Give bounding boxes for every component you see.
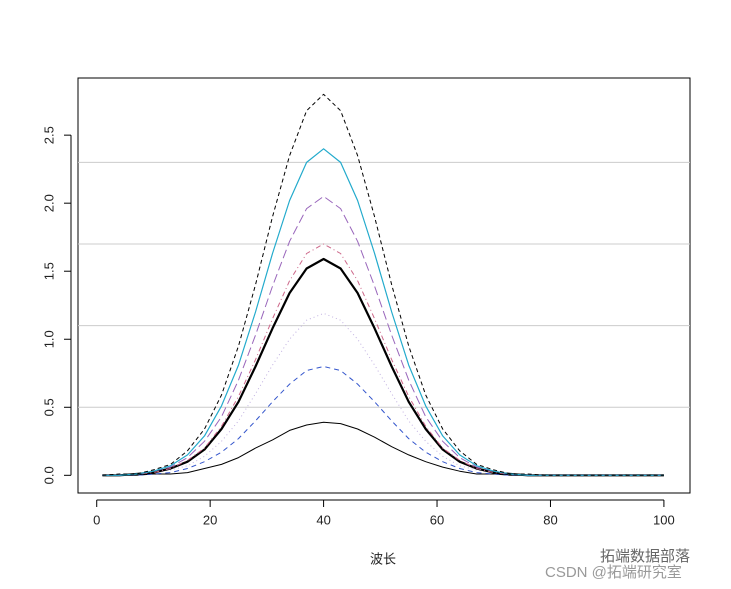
x-tick-label: 80 [543, 512, 557, 527]
x-tick-label: 20 [203, 512, 217, 527]
series-line [102, 243, 664, 476]
series-line [102, 257, 664, 477]
series-line [102, 195, 664, 476]
x-tick-label: 0 [93, 512, 100, 527]
series-line [102, 421, 664, 476]
watermark: CSDN @拓端研究室 [545, 564, 682, 581]
series-line [102, 93, 664, 476]
y-tick-label: 1.0 [41, 330, 56, 348]
series-line [102, 366, 664, 476]
y-tick-label: 0.5 [41, 398, 56, 416]
x-axis-label: 波长 [370, 551, 396, 566]
y-tick-label: 2.0 [41, 194, 56, 212]
x-tick-label: 60 [430, 512, 444, 527]
y-tick-label: 1.5 [41, 262, 56, 280]
y-tick-label: 0.0 [41, 466, 56, 484]
plot-box [77, 77, 691, 494]
y-tick-label: 2.5 [41, 126, 56, 144]
x-tick-label: 100 [653, 512, 675, 527]
x-tick-label: 40 [316, 512, 330, 527]
series-line [102, 312, 664, 476]
watermark: 拓端数据部落 [600, 548, 690, 565]
